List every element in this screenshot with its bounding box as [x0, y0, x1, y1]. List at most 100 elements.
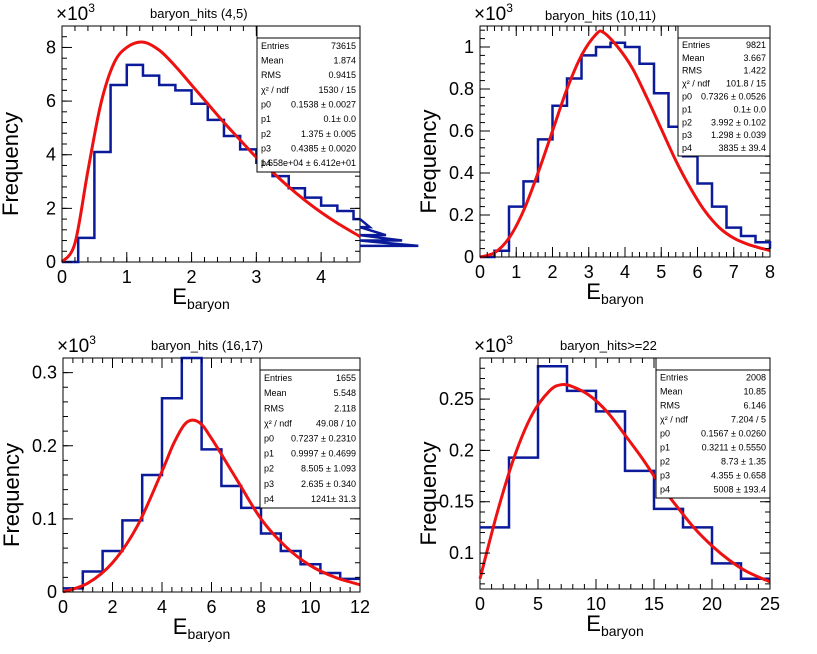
stats-label: p4	[264, 494, 274, 504]
stats-label: p0	[682, 92, 692, 102]
y-tick-label: 0.25	[439, 389, 474, 409]
stats-value: 1.658e+04 ± 6.412e+01	[260, 158, 356, 168]
stats-label: p4	[682, 143, 692, 153]
stats-value: 1241± 31.3	[311, 494, 356, 504]
stats-value: 1.422	[743, 66, 766, 76]
fit-curve	[60, 40, 361, 264]
histogram-bin	[611, 43, 626, 257]
stats-value: 0.1± 0.0	[324, 114, 356, 124]
stats-value: 4.355 ± 0.658	[711, 471, 766, 481]
x-tick-label: 8	[765, 262, 775, 282]
stats-label: Entries	[264, 373, 293, 383]
y-scale-factor: ×103	[57, 333, 96, 357]
x-axis-label: Ebaryon	[586, 279, 644, 307]
stats-value: 0.3211 ± 0.5550	[702, 443, 766, 453]
y-scale-factor: ×103	[474, 1, 513, 25]
stats-value: 5.548	[333, 388, 356, 398]
stats-value: 3835 ± 39.4	[719, 143, 766, 153]
histogram-bin	[596, 47, 611, 257]
stats-label: Entries	[682, 40, 711, 50]
y-tick-label: 8	[46, 37, 56, 57]
histogram-bin	[111, 85, 127, 262]
x-tick-label: 15	[644, 594, 664, 614]
x-axis-label-subscript: baryon	[187, 296, 230, 312]
histogram-bin	[159, 85, 175, 262]
y-axis-label: Frequency	[0, 443, 24, 547]
y-tick-label: 0.15	[439, 492, 474, 512]
y-tick-label: 0.1	[32, 509, 57, 529]
stats-label: RMS	[261, 70, 281, 80]
chart-panel-4: baryon_hits>=22 0 5 10 15 20 25 0.1 0.15 0.2 0.25 ×…	[416, 333, 780, 639]
stats-label: p1	[264, 449, 274, 459]
stats-value: 3.992 ± 0.102	[711, 117, 766, 127]
stats-label: Mean	[682, 53, 705, 63]
histogram-bin	[567, 79, 582, 258]
stats-value: 1.874	[333, 56, 356, 66]
histogram-bin	[94, 152, 110, 262]
histogram-bin	[596, 411, 625, 589]
stats-value: 0.9415	[328, 70, 356, 80]
histogram-bin	[241, 508, 261, 592]
chart-panel-3: baryon_hits (16,17) 0 2 4 6 8 10 12 0 0.1 0.2 0.3×1…	[0, 333, 370, 642]
histogram-bin	[256, 163, 272, 262]
histogram-outline	[62, 63, 419, 264]
y-tick-label: 0.4	[449, 163, 474, 183]
y-scale-factor: ×103	[474, 333, 513, 357]
x-axis-label: Ebaryon	[586, 611, 644, 639]
stats-box	[677, 25, 771, 157]
chart-panel-1: baryon_hits (4,5) 0 1 2 3 4 0 2 4 6 8×103 Frequency…	[0, 1, 419, 312]
stats-label: p2	[264, 464, 274, 474]
y-axis-label: Frequency	[416, 442, 441, 546]
histogram-bin	[78, 238, 94, 262]
stats-value: 1655	[336, 373, 356, 383]
stats-label: Mean	[261, 56, 284, 66]
stats-value: 10.85	[743, 387, 766, 397]
x-tick-label: 10	[586, 594, 606, 614]
y-tick-label: 0	[464, 247, 474, 267]
y-tick-label: 0.1	[449, 543, 474, 563]
x-axis-label: Ebaryon	[172, 284, 230, 312]
chart-title: baryon_hits (16,17)	[151, 338, 263, 353]
stats-value: 3.667	[743, 53, 766, 63]
x-tick-label: 1	[122, 267, 132, 287]
x-tick-label: 5	[533, 594, 543, 614]
histogram-outline	[63, 356, 360, 590]
histogram-bin	[192, 104, 208, 262]
x-tick-label: 4	[157, 597, 167, 617]
y-tick-label: 0	[47, 582, 57, 602]
histogram-bin	[698, 184, 713, 258]
histogram-bin	[143, 76, 159, 262]
stats-value: 0.7237 ± 0.2310	[291, 434, 356, 444]
stats-value: 1.298 ± 0.039	[711, 130, 766, 140]
x-axis-label-subscript: baryon	[601, 623, 644, 639]
y-tick-label: 0.2	[449, 205, 474, 225]
stats-value: 6.146	[743, 401, 766, 411]
stats-value: 2008	[746, 373, 766, 383]
histogram-bin	[182, 358, 202, 592]
stats-value: 101.8 / 15	[726, 79, 766, 89]
histogram-bin	[175, 90, 191, 262]
stats-label: p1	[682, 104, 692, 114]
stats-label: p0	[264, 434, 274, 444]
x-tick-label: 6	[692, 262, 702, 282]
x-tick-label: 2	[107, 597, 117, 617]
x-tick-label: 12	[350, 597, 370, 617]
stats-label: p2	[660, 457, 670, 467]
stats-label: Mean	[264, 388, 287, 398]
x-tick-label: 5	[656, 262, 666, 282]
histogram-bin	[567, 391, 596, 589]
stats-value: 8.73 ± 1.35	[721, 457, 766, 467]
x-tick-label: 3	[584, 262, 594, 282]
stats-box	[259, 357, 361, 509]
stats-label: RMS	[682, 66, 702, 76]
stats-value: 5008 ± 193.4	[714, 485, 766, 495]
x-tick-label: 3	[251, 267, 261, 287]
y-scale-exponent: 3	[89, 333, 96, 347]
stats-label: Entries	[261, 41, 290, 51]
fit-curve	[479, 29, 771, 259]
x-tick-label: 7	[729, 262, 739, 282]
histogram-bin	[640, 64, 655, 257]
histogram-bin	[162, 398, 182, 592]
histogram-bin	[712, 563, 741, 589]
y-scale-factor: ×103	[56, 1, 95, 25]
